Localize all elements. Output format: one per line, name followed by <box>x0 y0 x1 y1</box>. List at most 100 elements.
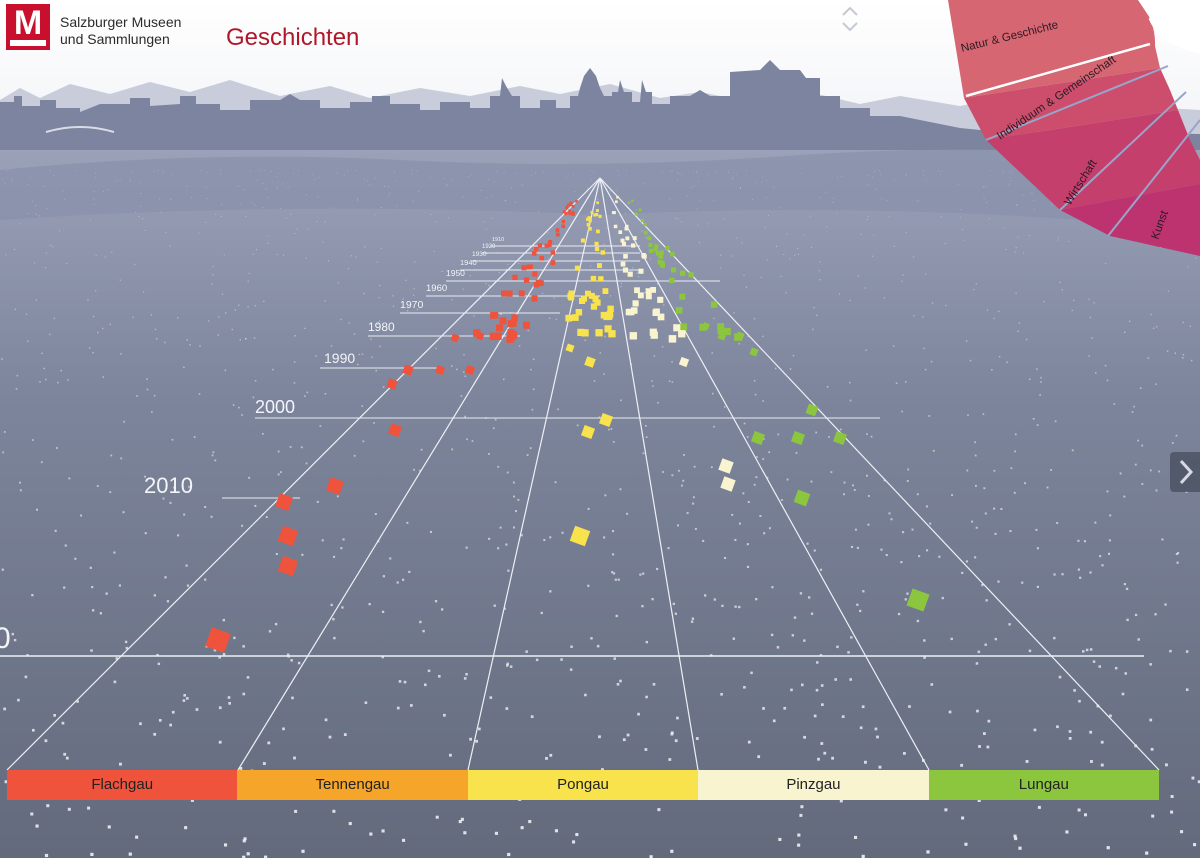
story-cube[interactable] <box>598 276 604 282</box>
story-cube[interactable] <box>669 277 675 284</box>
story-cube[interactable] <box>597 263 602 268</box>
story-cube[interactable] <box>568 209 572 213</box>
story-cube[interactable] <box>537 243 542 248</box>
next-button[interactable] <box>1170 452 1200 492</box>
story-cube[interactable] <box>625 224 629 229</box>
story-cube[interactable] <box>657 313 665 321</box>
story-cube[interactable] <box>668 335 677 343</box>
story-cube[interactable] <box>623 254 628 259</box>
story-cube[interactable] <box>593 213 597 217</box>
region-tennengau[interactable]: Tennengau <box>237 770 468 800</box>
story-cube[interactable] <box>648 242 653 248</box>
story-cube[interactable] <box>568 294 575 301</box>
story-cube[interactable] <box>565 314 573 322</box>
story-cube[interactable] <box>464 364 476 376</box>
story-cube[interactable] <box>575 200 578 203</box>
story-cube[interactable] <box>507 320 515 328</box>
story-cube[interactable] <box>670 251 675 257</box>
story-cube[interactable] <box>634 287 640 294</box>
story-cube[interactable] <box>671 267 677 273</box>
story-cube[interactable] <box>534 246 539 252</box>
story-cube[interactable] <box>613 224 618 229</box>
story-cube[interactable] <box>665 246 670 251</box>
story-cube[interactable] <box>749 347 759 357</box>
category-fan[interactable]: Natur & Geschichte Individuum & Gemeinsc… <box>948 0 1200 256</box>
story-cube[interactable] <box>680 323 688 331</box>
story-cube[interactable] <box>595 329 603 337</box>
story-cube[interactable] <box>600 250 605 255</box>
story-cube[interactable] <box>793 489 811 507</box>
story-cube[interactable] <box>659 250 664 255</box>
story-cube[interactable] <box>657 296 664 303</box>
story-cube[interactable] <box>550 250 555 255</box>
story-cube[interactable] <box>402 364 414 376</box>
museum-logo[interactable]: M <box>6 4 50 50</box>
story-cube[interactable] <box>494 332 502 340</box>
story-cube[interactable] <box>386 378 398 390</box>
story-cube[interactable] <box>710 301 718 308</box>
story-cube[interactable] <box>585 290 591 297</box>
story-cube[interactable] <box>655 251 661 256</box>
story-cube[interactable] <box>598 214 602 218</box>
story-cube[interactable] <box>574 265 580 271</box>
story-cube[interactable] <box>638 208 642 212</box>
story-cube[interactable] <box>561 219 566 224</box>
story-cube[interactable] <box>602 288 609 294</box>
story-cube[interactable] <box>616 196 619 199</box>
story-cube[interactable] <box>555 228 560 232</box>
story-cube[interactable] <box>584 356 596 368</box>
story-cube[interactable] <box>562 210 566 214</box>
story-cube[interactable] <box>506 290 513 297</box>
story-cube[interactable] <box>718 458 734 474</box>
story-cube[interactable] <box>608 330 616 338</box>
story-cube[interactable] <box>720 476 736 492</box>
story-cube[interactable] <box>650 331 658 339</box>
story-cube[interactable] <box>832 430 848 446</box>
story-cube[interactable] <box>906 588 930 612</box>
story-cube[interactable] <box>673 324 681 332</box>
story-cube[interactable] <box>571 211 575 215</box>
story-cube[interactable] <box>506 335 514 343</box>
scroll-updown-icon[interactable] <box>838 4 862 34</box>
story-cube[interactable] <box>326 477 344 495</box>
story-cube[interactable] <box>680 270 686 276</box>
story-cube[interactable] <box>565 343 575 353</box>
story-cube[interactable] <box>657 259 663 265</box>
story-cube[interactable] <box>598 412 614 428</box>
story-cube[interactable] <box>489 332 498 341</box>
story-cube[interactable] <box>627 271 633 277</box>
story-cube[interactable] <box>644 230 648 235</box>
story-cube[interactable] <box>647 236 652 241</box>
story-cube[interactable] <box>625 236 630 241</box>
story-cube[interactable] <box>532 271 538 277</box>
story-cube[interactable] <box>596 229 600 234</box>
story-cube[interactable] <box>539 256 544 261</box>
story-cube[interactable] <box>511 314 518 322</box>
story-cube[interactable] <box>387 422 403 438</box>
story-cube[interactable] <box>473 329 481 337</box>
story-cube[interactable] <box>569 203 573 206</box>
story-cube[interactable] <box>595 213 599 217</box>
story-cube[interactable] <box>612 211 616 215</box>
story-cube[interactable] <box>620 261 626 267</box>
story-cube[interactable] <box>604 325 612 333</box>
story-cube[interactable] <box>587 216 591 220</box>
story-cube[interactable] <box>679 293 686 300</box>
story-cube[interactable] <box>638 268 644 274</box>
story-cube[interactable] <box>648 248 654 254</box>
story-cube[interactable] <box>571 212 575 216</box>
story-cube[interactable] <box>588 219 592 223</box>
story-cube[interactable] <box>518 290 525 297</box>
story-cube[interactable] <box>205 627 231 653</box>
story-cube[interactable] <box>547 242 552 247</box>
story-cube[interactable] <box>521 265 527 271</box>
story-cube[interactable] <box>569 525 591 547</box>
story-cube[interactable] <box>565 206 568 210</box>
story-cube[interactable] <box>275 493 293 511</box>
story-cube[interactable] <box>632 236 637 241</box>
story-cube[interactable] <box>594 246 600 252</box>
story-cube[interactable] <box>615 200 618 204</box>
story-cube[interactable] <box>580 238 585 243</box>
story-cube[interactable] <box>550 260 556 266</box>
story-cube[interactable] <box>654 244 659 249</box>
